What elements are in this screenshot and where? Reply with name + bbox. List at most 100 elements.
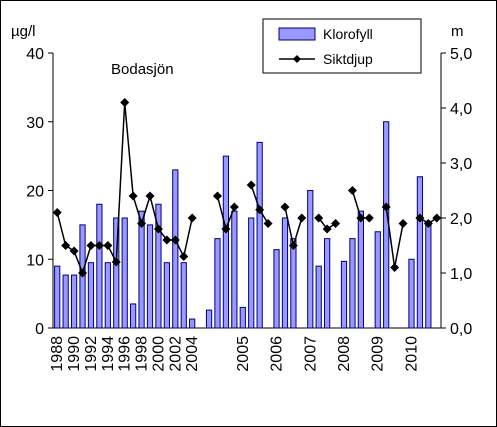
point-siktdjup	[162, 235, 172, 245]
point-siktdjup	[356, 213, 366, 223]
point-siktdjup	[221, 224, 231, 234]
point-siktdjup	[288, 241, 298, 250]
point-siktdjup	[331, 219, 341, 228]
x-tick-label: 2010	[403, 336, 420, 372]
point-siktdjup	[61, 241, 71, 250]
point-siktdjup	[255, 205, 265, 215]
x-tick-label: 1994	[100, 336, 117, 372]
point-siktdjup	[390, 263, 400, 272]
point-siktdjup	[128, 191, 138, 201]
right-tick-label: 4,0	[450, 101, 472, 118]
point-siktdjup	[364, 213, 374, 223]
point-siktdjup	[153, 224, 163, 234]
point-siktdjup	[170, 235, 180, 245]
left-tick-label: 30	[26, 115, 44, 132]
left-tick-label: 20	[26, 184, 44, 201]
x-tick-label: 1990	[66, 336, 83, 372]
legend: Klorofyll Siktdjup	[262, 18, 422, 74]
point-siktdjup	[398, 219, 408, 228]
point-siktdjup	[111, 257, 121, 267]
bar-klorofyll	[256, 141, 263, 329]
bar-klorofyll	[113, 217, 120, 329]
left-tick-label: 40	[26, 46, 44, 63]
bar-klorofyll	[205, 309, 213, 329]
x-tick-label: 2009	[370, 336, 387, 372]
x-tick-label: 1992	[83, 336, 100, 372]
bar-klorofyll	[87, 262, 95, 329]
bar-klorofyll	[172, 169, 179, 329]
point-siktdjup	[347, 186, 357, 195]
bar-klorofyll	[130, 303, 137, 329]
point-siktdjup	[137, 219, 147, 228]
point-siktdjup	[69, 246, 79, 256]
bar-klorofyll	[70, 274, 78, 329]
point-siktdjup	[415, 213, 425, 223]
x-tick-label: 2008	[336, 336, 353, 372]
x-tick-label: 2000	[150, 336, 167, 372]
bar-klorofyll	[163, 262, 170, 329]
right-tick-label: 0,0	[450, 321, 472, 338]
bar-series	[54, 121, 432, 329]
point-siktdjup	[187, 213, 197, 223]
bar-klorofyll	[273, 249, 280, 329]
bar-klorofyll	[96, 203, 103, 329]
x-tick-label: 2006	[269, 336, 286, 372]
chart-title: Bodasjön	[111, 61, 174, 78]
point-siktdjup	[314, 213, 324, 223]
point-siktdjup	[246, 180, 256, 190]
point-siktdjup	[86, 241, 96, 250]
point-siktdjup	[229, 202, 239, 212]
bar-klorofyll	[155, 203, 162, 329]
point-siktdjup	[212, 191, 222, 201]
left-tick-label: 0	[35, 321, 44, 338]
bar-klorofyll	[189, 318, 196, 329]
point-siktdjup	[52, 208, 62, 217]
bar-klorofyll	[357, 210, 364, 329]
bar-klorofyll	[121, 217, 128, 329]
x-tick-label: 1996	[117, 336, 134, 372]
point-siktdjup	[423, 219, 433, 228]
bar-klorofyll	[54, 265, 61, 329]
right-tick-label: 5,0	[450, 46, 472, 63]
bar-klorofyll	[290, 238, 297, 329]
point-siktdjup	[179, 252, 189, 261]
x-tick-label: 1998	[134, 336, 151, 372]
right-tick-label: 3,0	[450, 156, 472, 173]
point-siktdjup	[103, 241, 113, 250]
bar-klorofyll	[349, 238, 356, 329]
point-siktdjup	[322, 224, 332, 234]
bar-klorofyll	[104, 262, 111, 329]
bar-klorofyll	[146, 224, 154, 329]
bar-klorofyll	[408, 258, 415, 329]
point-siktdjup	[94, 241, 104, 250]
point-siktdjup	[78, 268, 88, 278]
left-axis-unit: µg/l	[11, 23, 36, 40]
point-siktdjup	[280, 202, 290, 212]
legend-swatch-klorofyll	[278, 27, 316, 41]
point-siktdjup	[381, 202, 391, 212]
left-tick-label: 10	[26, 252, 44, 269]
point-siktdjup	[120, 98, 130, 107]
bar-klorofyll	[425, 220, 432, 329]
point-siktdjup	[432, 213, 442, 223]
bar-klorofyll	[374, 231, 381, 329]
legend-label-siktdjup: Siktdjup	[323, 51, 373, 67]
x-tick-label: 2004	[184, 336, 201, 372]
bar-klorofyll	[222, 155, 230, 329]
right-tick-label: 1,0	[450, 266, 472, 283]
x-tick-label: 1988	[49, 336, 66, 372]
line-series	[52, 98, 442, 278]
right-axis-unit: m	[451, 23, 464, 40]
x-tick-label: 2005	[235, 336, 252, 372]
point-siktdjup	[297, 213, 307, 223]
legend-marker-siktdjup	[293, 55, 301, 63]
x-tick-label: 2002	[167, 336, 184, 372]
bar-klorofyll	[138, 210, 145, 329]
bar-klorofyll	[214, 238, 221, 329]
bar-klorofyll	[315, 265, 322, 329]
right-tick-label: 2,0	[450, 211, 472, 228]
point-siktdjup	[263, 219, 273, 228]
